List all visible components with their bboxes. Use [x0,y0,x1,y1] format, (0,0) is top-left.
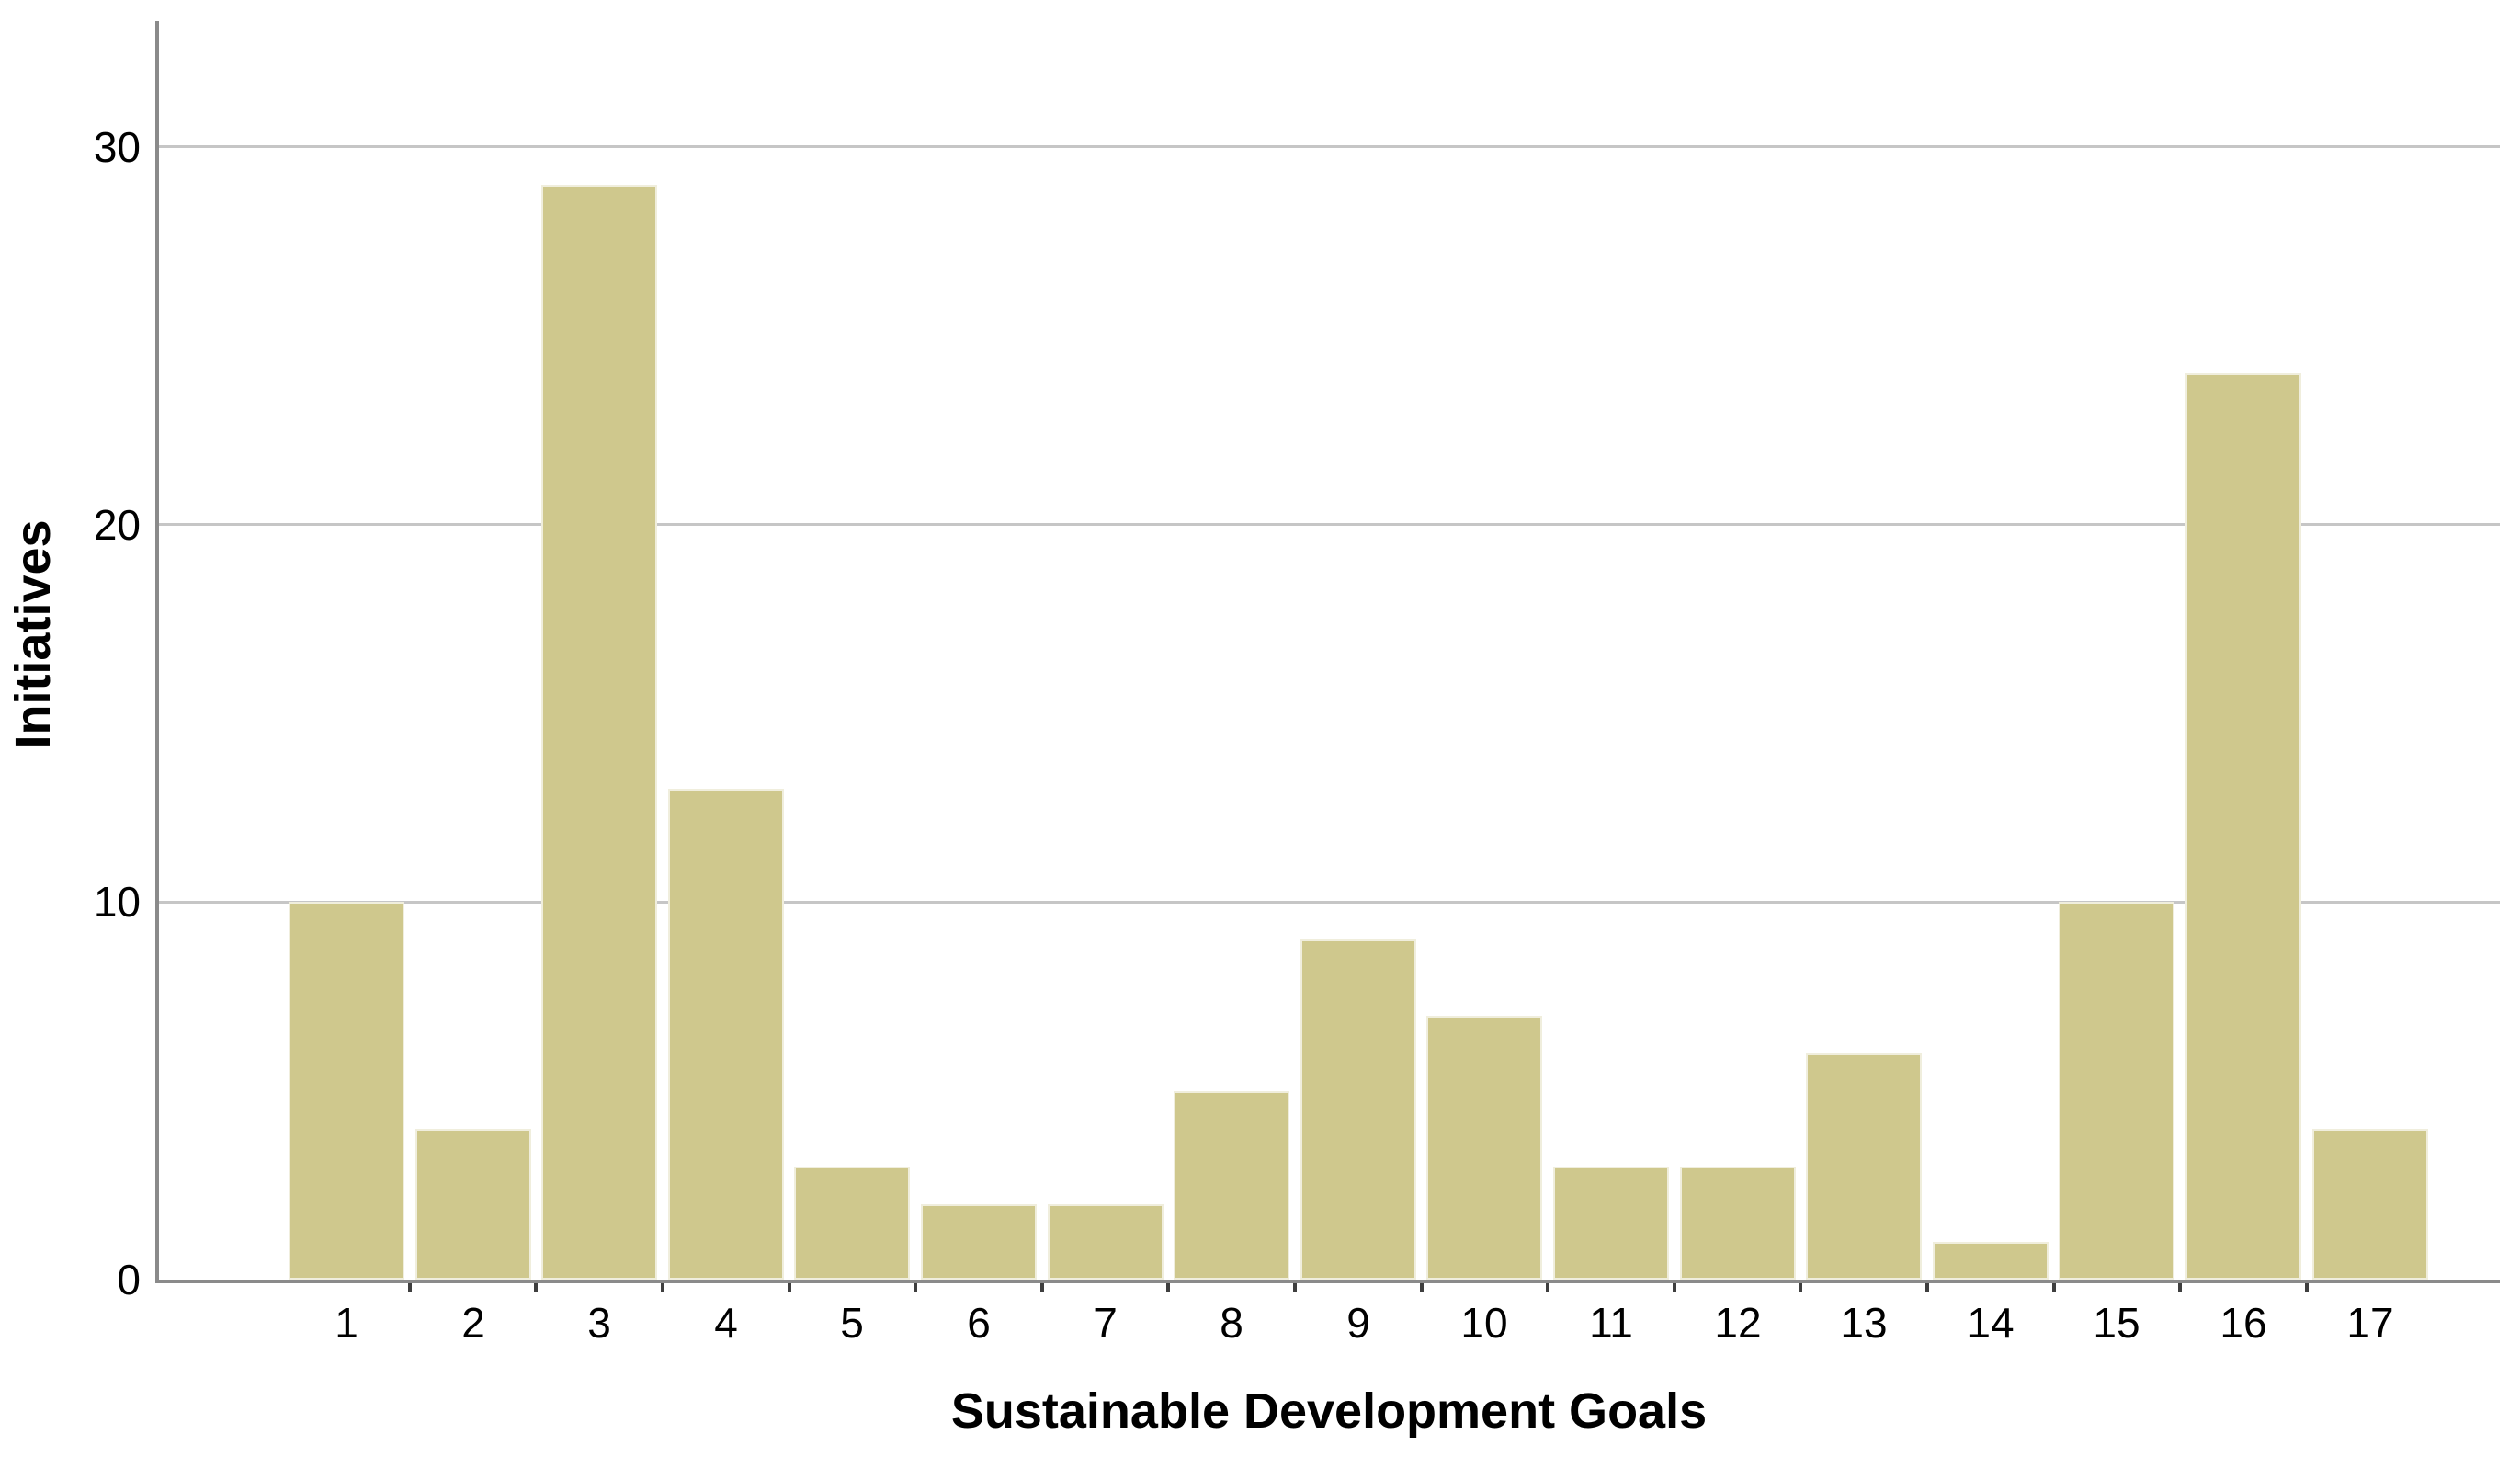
bar-sdg-9 [1300,939,1416,1280]
grid-line [159,900,2500,904]
bar-sdg-8 [1174,1091,1289,1280]
y-tick-label: 10 [93,878,141,927]
x-tick-label: 14 [1967,1299,2015,1347]
x-tick-label: 2 [461,1299,485,1347]
bar-sdg-7 [1048,1204,1164,1280]
bar-sdg-15 [2059,902,2174,1280]
x-tick-label: 13 [1840,1299,1888,1347]
x-tick-mark [1546,1283,1549,1292]
x-tick-mark [2305,1283,2309,1292]
x-tick-mark [661,1283,664,1292]
y-tick-label: 20 [93,500,141,549]
x-tick-mark [1673,1283,1676,1292]
bar-sdg-13 [1806,1053,1922,1280]
x-tick-label: 3 [587,1299,611,1347]
x-tick-mark [1420,1283,1424,1292]
x-tick-label: 12 [1714,1299,1762,1347]
bar-sdg-17 [2312,1129,2428,1280]
x-tick-label: 17 [2346,1299,2394,1347]
x-tick-label: 1 [335,1299,358,1347]
bar-sdg-10 [1426,1016,1542,1280]
bar-sdg-12 [1680,1167,1796,1280]
bar-sdg-4 [668,789,784,1280]
bar-sdg-11 [1553,1167,1669,1280]
x-axis-title: Sustainable Development Goals [950,1383,1708,1439]
x-tick-label: 5 [840,1299,864,1347]
x-tick-label: 10 [1460,1299,1508,1347]
x-tick-mark [2052,1283,2056,1292]
x-tick-mark [1166,1283,1170,1292]
bar-sdg-16 [2185,373,2301,1280]
x-tick-mark [914,1283,917,1292]
x-tick-mark [2178,1283,2182,1292]
y-tick-label: 30 [93,122,141,171]
bar-sdg-2 [415,1129,531,1280]
y-tick-label: 0 [117,1256,141,1303]
bar-sdg-3 [541,185,657,1280]
x-tick-label: 16 [2219,1299,2267,1347]
x-axis-line [155,1280,2500,1283]
y-axis-title: Initiatives [6,519,61,749]
x-tick-label: 4 [714,1299,738,1347]
x-tick-mark [1925,1283,1929,1292]
bar-sdg-14 [1933,1242,2049,1280]
x-tick-label: 8 [1220,1299,1243,1347]
bar-sdg-1 [289,902,404,1280]
x-tick-mark [1040,1283,1044,1292]
x-tick-label: 11 [1589,1299,1633,1347]
bar-sdg-5 [794,1167,910,1280]
bar-sdg-6 [921,1204,1037,1280]
x-tick-label: 7 [1094,1299,1118,1347]
x-tick-mark [1799,1283,1802,1292]
grid-line [159,523,2500,527]
x-tick-label: 6 [967,1299,991,1347]
grid-line [159,145,2500,149]
x-tick-label: 15 [2093,1299,2140,1347]
y-axis-line [155,21,159,1283]
x-tick-mark [534,1283,538,1292]
x-tick-mark [788,1283,791,1292]
x-tick-mark [1293,1283,1297,1292]
x-tick-mark [408,1283,412,1292]
x-tick-label: 9 [1346,1299,1370,1347]
